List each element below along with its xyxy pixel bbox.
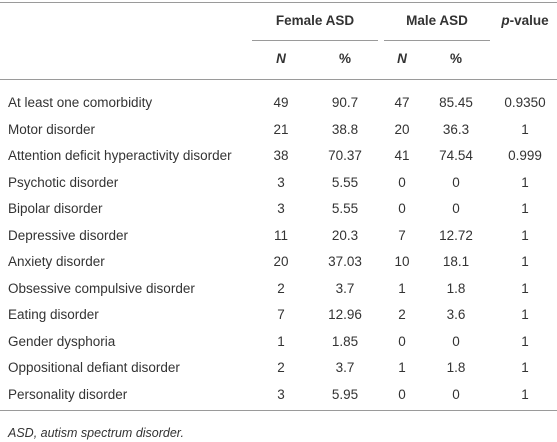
cell: 20 — [394, 121, 410, 137]
cell: 1 — [398, 280, 406, 296]
cell: 21 — [273, 121, 289, 137]
cell: 70.37 — [328, 148, 362, 163]
cell: 1 — [521, 174, 529, 190]
p-rest: -value — [509, 13, 549, 28]
cell: 18.1 — [442, 254, 470, 269]
cell: 74.54 — [439, 148, 473, 163]
cell: 38.8 — [331, 121, 359, 137]
cell: 0.9350 — [504, 95, 546, 110]
cell: 0 — [398, 174, 406, 190]
cell: 11 — [273, 227, 289, 243]
p-letter: p — [501, 13, 510, 28]
cell: 90.7 — [331, 95, 359, 110]
cell: 85.45 — [439, 95, 473, 110]
cell: 1 — [521, 201, 529, 216]
cell: 2 — [398, 307, 406, 322]
cell: 2 — [277, 360, 285, 375]
sub-header: N — [276, 51, 286, 66]
cell: 1.8 — [446, 280, 466, 296]
cell: 0 — [452, 333, 460, 349]
cell: 1.8 — [446, 360, 466, 375]
cell: 20 — [273, 254, 289, 269]
cell: 10 — [394, 254, 410, 269]
bottom-rule — [0, 410, 557, 411]
sub-header: % — [449, 51, 463, 66]
row-label: Obsessive compulsive disorder — [8, 280, 195, 296]
row-label: Bipolar disorder — [8, 201, 103, 216]
cell: 3.7 — [335, 360, 355, 375]
row-label: At least one comorbidity — [8, 95, 153, 110]
cell: 1.85 — [331, 333, 359, 349]
sub-header: N — [397, 51, 407, 66]
cell: 5.55 — [331, 174, 359, 190]
row-label: Eating disorder — [8, 307, 99, 322]
group-rule — [252, 40, 378, 41]
cell: 1 — [398, 360, 406, 375]
cell: 36.3 — [442, 121, 470, 137]
cell: 12.96 — [328, 307, 362, 322]
cell: 0 — [398, 386, 406, 402]
cell: 1 — [521, 333, 529, 349]
cell: 2 — [277, 280, 285, 296]
row-label: Oppositional defiant disorder — [8, 360, 180, 375]
cell: 1 — [521, 360, 529, 375]
cell: 0 — [452, 386, 460, 402]
group-rule — [384, 40, 490, 41]
cell: 0 — [452, 174, 460, 190]
cell: 3 — [277, 201, 285, 216]
cell: 5.95 — [331, 386, 359, 402]
row-label: Depressive disorder — [8, 227, 129, 243]
group-header: Female ASD — [275, 13, 355, 28]
group-header: Male ASD — [406, 13, 468, 28]
row-label: Anxiety disorder — [8, 254, 105, 269]
cell: 1 — [521, 280, 529, 296]
row-label: Attention deficit hyperactivity disorder — [8, 148, 232, 163]
cell: 7 — [277, 307, 285, 322]
cell: 37.03 — [328, 254, 362, 269]
sub-header: % — [338, 51, 352, 66]
footnote: ASD, autism spectrum disorder. — [8, 426, 184, 440]
header-rule — [0, 79, 557, 80]
cell: 3.6 — [446, 307, 466, 322]
cell: 12.72 — [439, 227, 473, 243]
cell: 0 — [398, 333, 406, 349]
cell: 1 — [521, 307, 529, 322]
cell: 0 — [452, 201, 460, 216]
row-label: Gender dysphoria — [8, 333, 116, 349]
cell: 41 — [394, 148, 410, 163]
cell: 3.7 — [335, 280, 355, 296]
cell: 0 — [398, 201, 406, 216]
row-label: Personality disorder — [8, 386, 128, 402]
cell: 1 — [521, 254, 529, 269]
cell: 49 — [273, 95, 289, 110]
cell: 1 — [521, 227, 529, 243]
cell: 3 — [277, 174, 285, 190]
row-label: Motor disorder — [8, 121, 96, 137]
cell: 1 — [521, 386, 529, 402]
cell: 5.55 — [331, 201, 359, 216]
cell: 7 — [398, 227, 406, 243]
cell: 47 — [394, 95, 410, 110]
row-label: Psychotic disorder — [8, 174, 119, 190]
p-value-header: p-value — [501, 13, 548, 29]
cell: 20.3 — [331, 227, 359, 243]
top-rule — [0, 2, 557, 3]
cell: 0.999 — [508, 148, 542, 163]
cell: 1 — [521, 121, 529, 137]
cell: 3 — [277, 386, 285, 402]
cell: 1 — [277, 333, 285, 349]
cell: 38 — [273, 148, 289, 163]
